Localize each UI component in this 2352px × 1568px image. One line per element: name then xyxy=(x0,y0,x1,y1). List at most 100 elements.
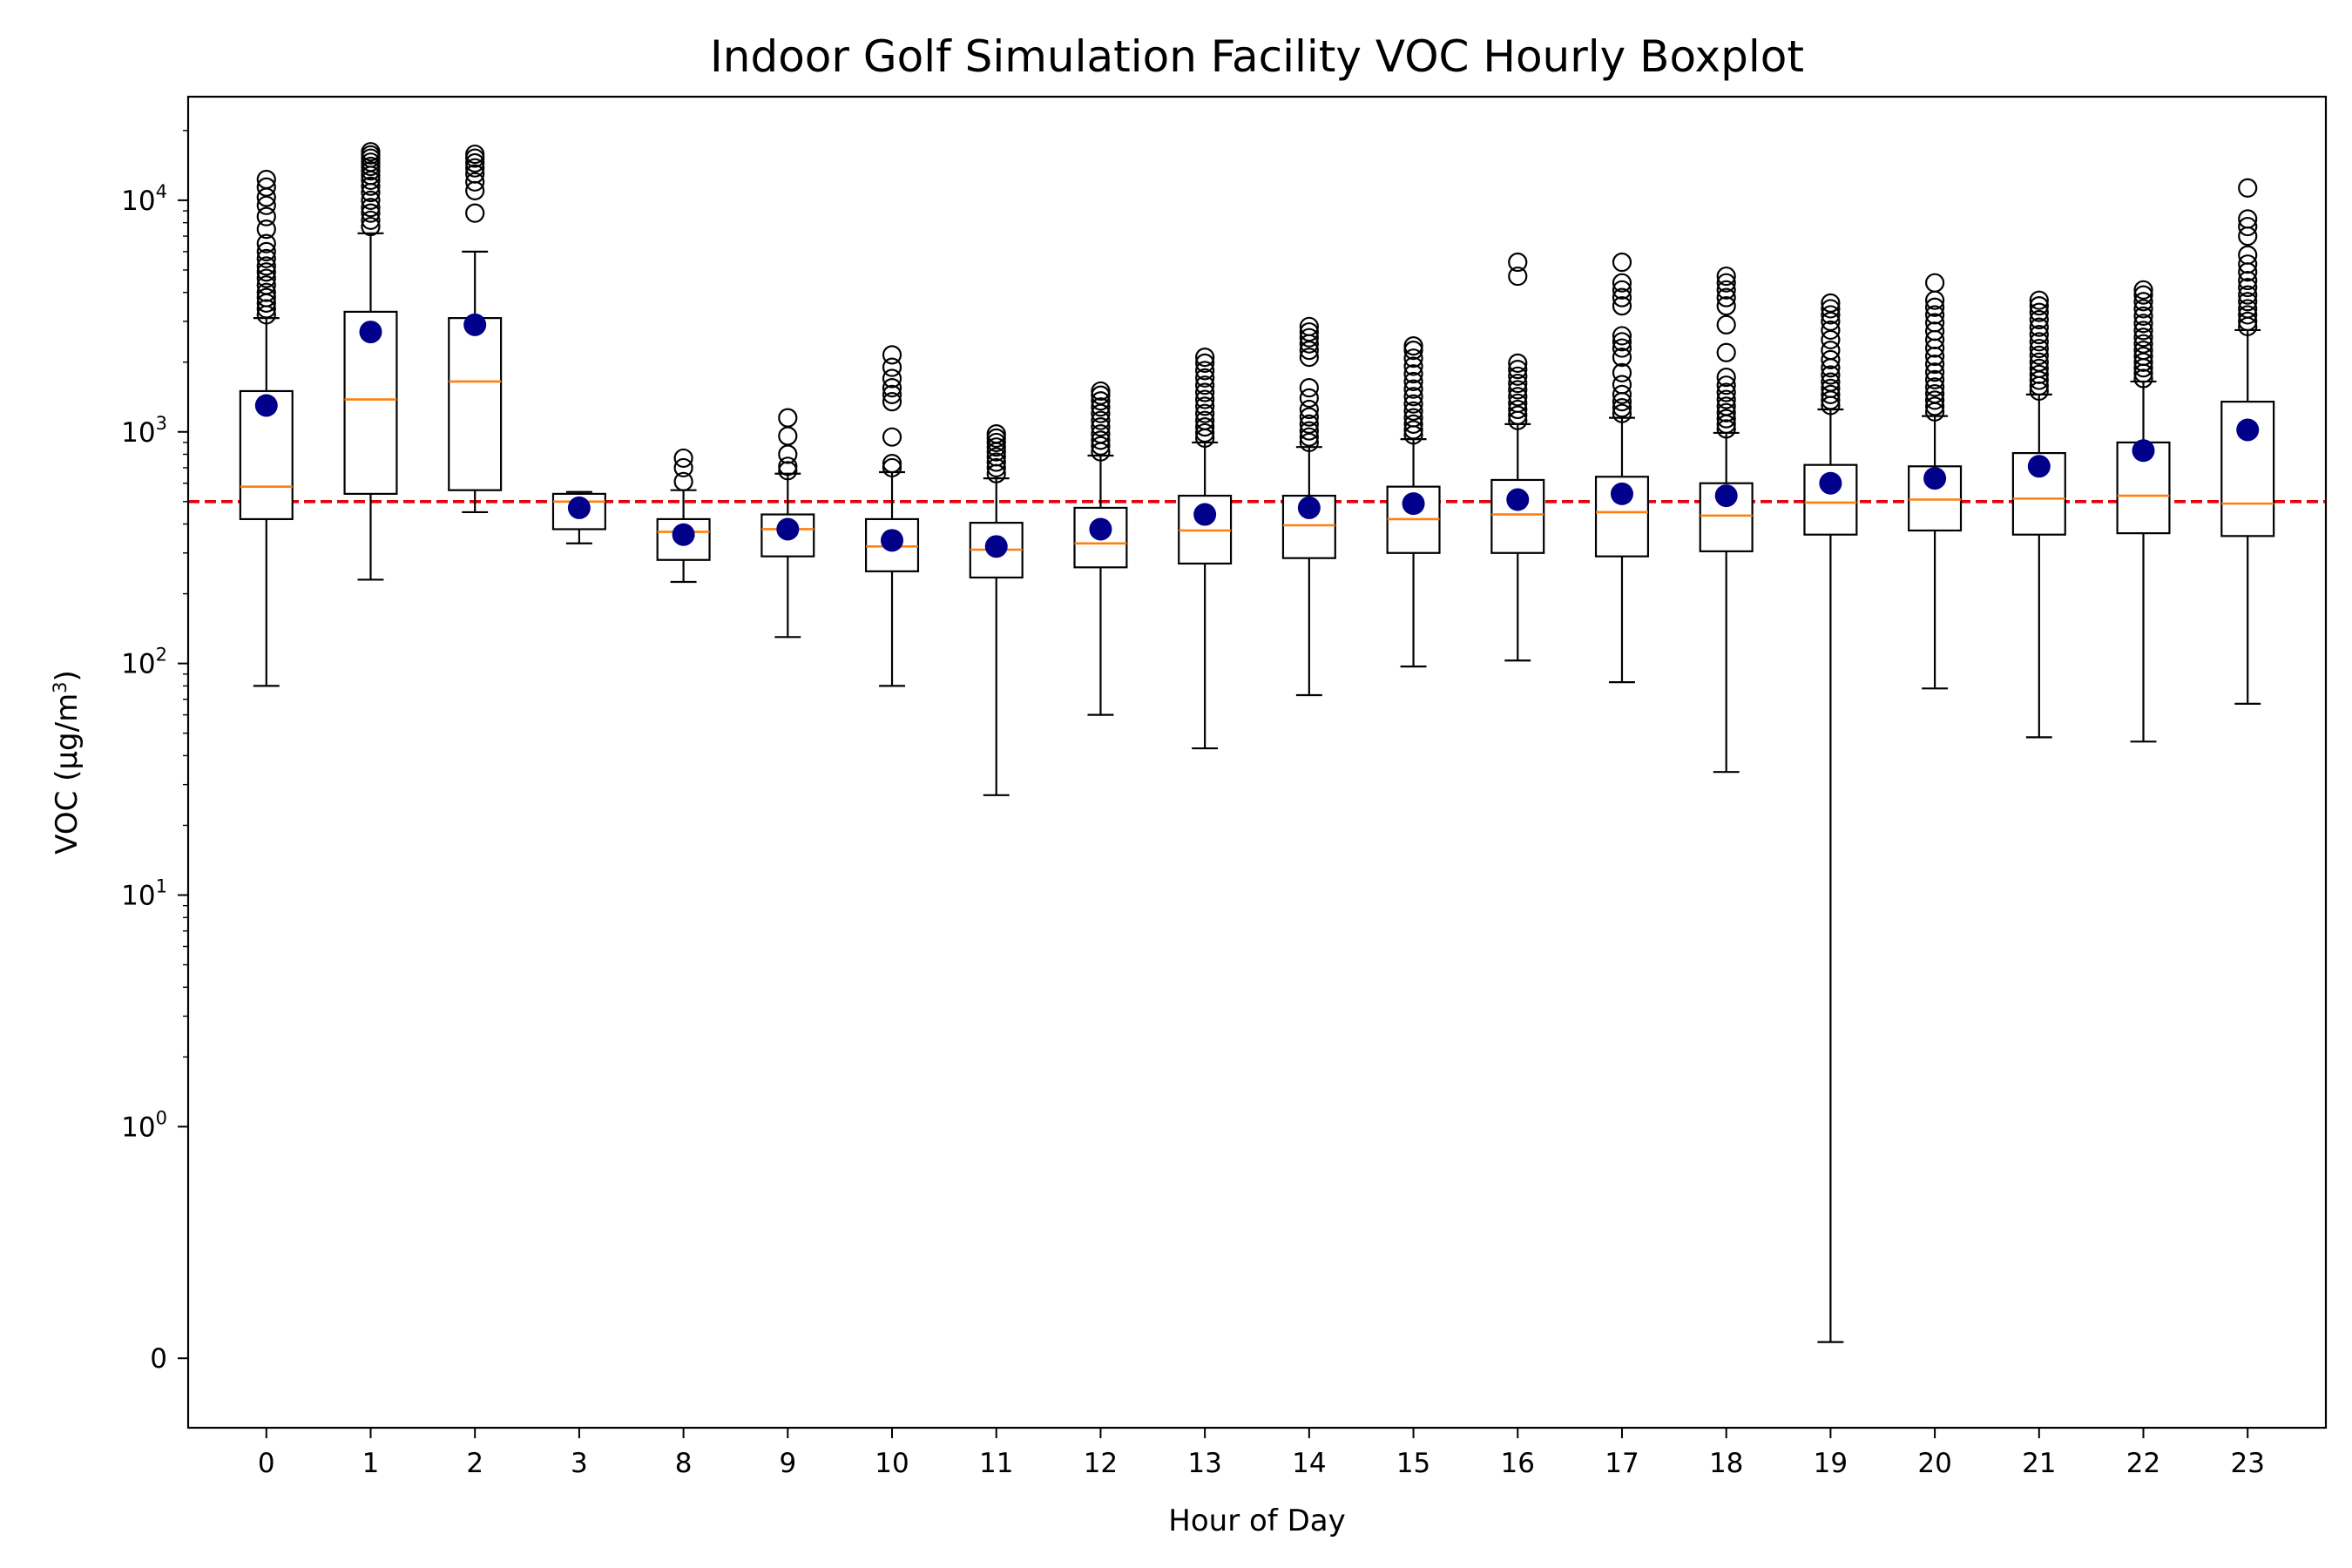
outlier-point xyxy=(882,453,902,474)
outlier-point xyxy=(2133,334,2153,354)
outlier-point xyxy=(1924,273,1945,293)
outlier-point xyxy=(1508,366,1528,386)
x-tick-label: 23 xyxy=(2230,1448,2264,1479)
outlier-point xyxy=(986,452,1006,472)
outlier-point xyxy=(1612,398,1632,418)
outlier-point xyxy=(2029,309,2049,330)
outlier-point xyxy=(1924,390,1945,410)
outlier-point xyxy=(1195,389,1215,409)
outlier-point xyxy=(2238,299,2258,319)
outlier-point xyxy=(1091,430,1111,450)
outlier-point xyxy=(1612,347,1632,368)
outlier-point xyxy=(882,345,902,365)
outlier-point xyxy=(2029,317,2049,337)
outlier-point xyxy=(882,392,902,412)
outlier-point xyxy=(256,248,276,268)
outlier-point xyxy=(1716,389,1736,409)
outlier-point xyxy=(1091,397,1111,417)
x-tick-label: 12 xyxy=(1084,1448,1118,1479)
outlier-point xyxy=(2238,292,2258,312)
x-tick-label: 15 xyxy=(1396,1448,1430,1479)
outlier-point xyxy=(1716,402,1736,422)
box-hour-8 xyxy=(656,448,711,584)
box-hour-17 xyxy=(1594,252,1650,684)
box-hour-11 xyxy=(969,423,1024,796)
box-hour-16 xyxy=(1490,252,1545,662)
outlier-point xyxy=(2133,341,2153,361)
outlier-point xyxy=(1091,417,1111,437)
outlier-point xyxy=(1508,380,1528,400)
outlier-point xyxy=(1091,410,1111,430)
outlier-point xyxy=(1924,297,1945,317)
outlier-point xyxy=(1716,266,1736,287)
outlier-point xyxy=(361,156,381,177)
outlier-point xyxy=(986,457,1006,478)
chart-title: Indoor Golf Simulation Facility VOC Hour… xyxy=(710,31,1804,82)
outlier-point xyxy=(1612,403,1632,423)
outlier-point xyxy=(882,357,902,377)
outlier-point xyxy=(1403,371,1423,392)
outlier-point xyxy=(1403,348,1423,368)
outlier-point xyxy=(465,158,485,178)
x-tick-label: 14 xyxy=(1292,1448,1326,1479)
plot-area xyxy=(188,142,2326,1343)
outlier-point xyxy=(1195,361,1215,381)
outlier-point xyxy=(1924,383,1945,404)
y-axis-label-prefix: VOC (μg/m xyxy=(50,693,84,855)
outlier-point xyxy=(1821,293,1841,313)
outlier-point xyxy=(2029,352,2049,372)
mean-marker xyxy=(2132,439,2155,463)
outlier-point xyxy=(2238,254,2258,274)
y-tick-label: 103 xyxy=(121,413,167,449)
outlier-point xyxy=(1403,341,1423,361)
box-hour-21 xyxy=(2011,290,2066,739)
box-hour-12 xyxy=(1073,381,1128,716)
outlier-point xyxy=(256,206,276,226)
iqr-box xyxy=(448,317,503,491)
outlier-point xyxy=(465,152,485,173)
outlier-point xyxy=(256,233,276,253)
outlier-point xyxy=(1821,384,1841,404)
outlier-point xyxy=(2133,280,2153,300)
x-axis-label: Hour of Day xyxy=(1168,1504,1345,1538)
x-tick-label: 22 xyxy=(2126,1448,2160,1479)
mean-marker xyxy=(1923,467,1947,490)
outlier-point xyxy=(986,423,1006,444)
outlier-point xyxy=(1716,419,1736,439)
mean-marker xyxy=(984,535,1008,558)
outlier-point xyxy=(1821,305,1841,325)
outlier-point xyxy=(1299,388,1319,409)
outlier-point xyxy=(1716,280,1736,300)
outlier-point xyxy=(2029,358,2049,378)
outlier-point xyxy=(986,437,1006,457)
mean-marker xyxy=(881,529,904,552)
outlier-point xyxy=(1612,384,1632,404)
outlier-point xyxy=(1508,373,1528,394)
outlier-point xyxy=(1299,321,1319,342)
outlier-point xyxy=(1403,364,1423,384)
outlier-point xyxy=(2238,277,2258,298)
outlier-point xyxy=(361,142,381,162)
outlier-point xyxy=(256,241,276,261)
outlier-point xyxy=(673,457,693,478)
outlier-point xyxy=(1195,396,1215,416)
outlier-point xyxy=(361,176,381,196)
box-hour-2 xyxy=(448,144,503,514)
outlier-point xyxy=(1403,387,1423,407)
x-tick-label: 9 xyxy=(779,1448,796,1479)
outlier-point xyxy=(2029,338,2049,359)
x-tick-label: 11 xyxy=(979,1448,1013,1479)
x-tick-label: 3 xyxy=(571,1448,588,1479)
outlier-point xyxy=(2238,270,2258,291)
outlier-point xyxy=(1716,382,1736,402)
outlier-point xyxy=(256,287,276,308)
outlier-point xyxy=(1508,399,1528,420)
y-axis-label-superscript: 3 xyxy=(50,681,71,693)
box-hour-19 xyxy=(1803,293,1858,1343)
outlier-point xyxy=(1403,394,1423,414)
mean-marker xyxy=(1297,496,1321,519)
outlier-point xyxy=(1924,362,1945,382)
outlier-point xyxy=(1508,387,1528,407)
outlier-point xyxy=(1091,436,1111,456)
